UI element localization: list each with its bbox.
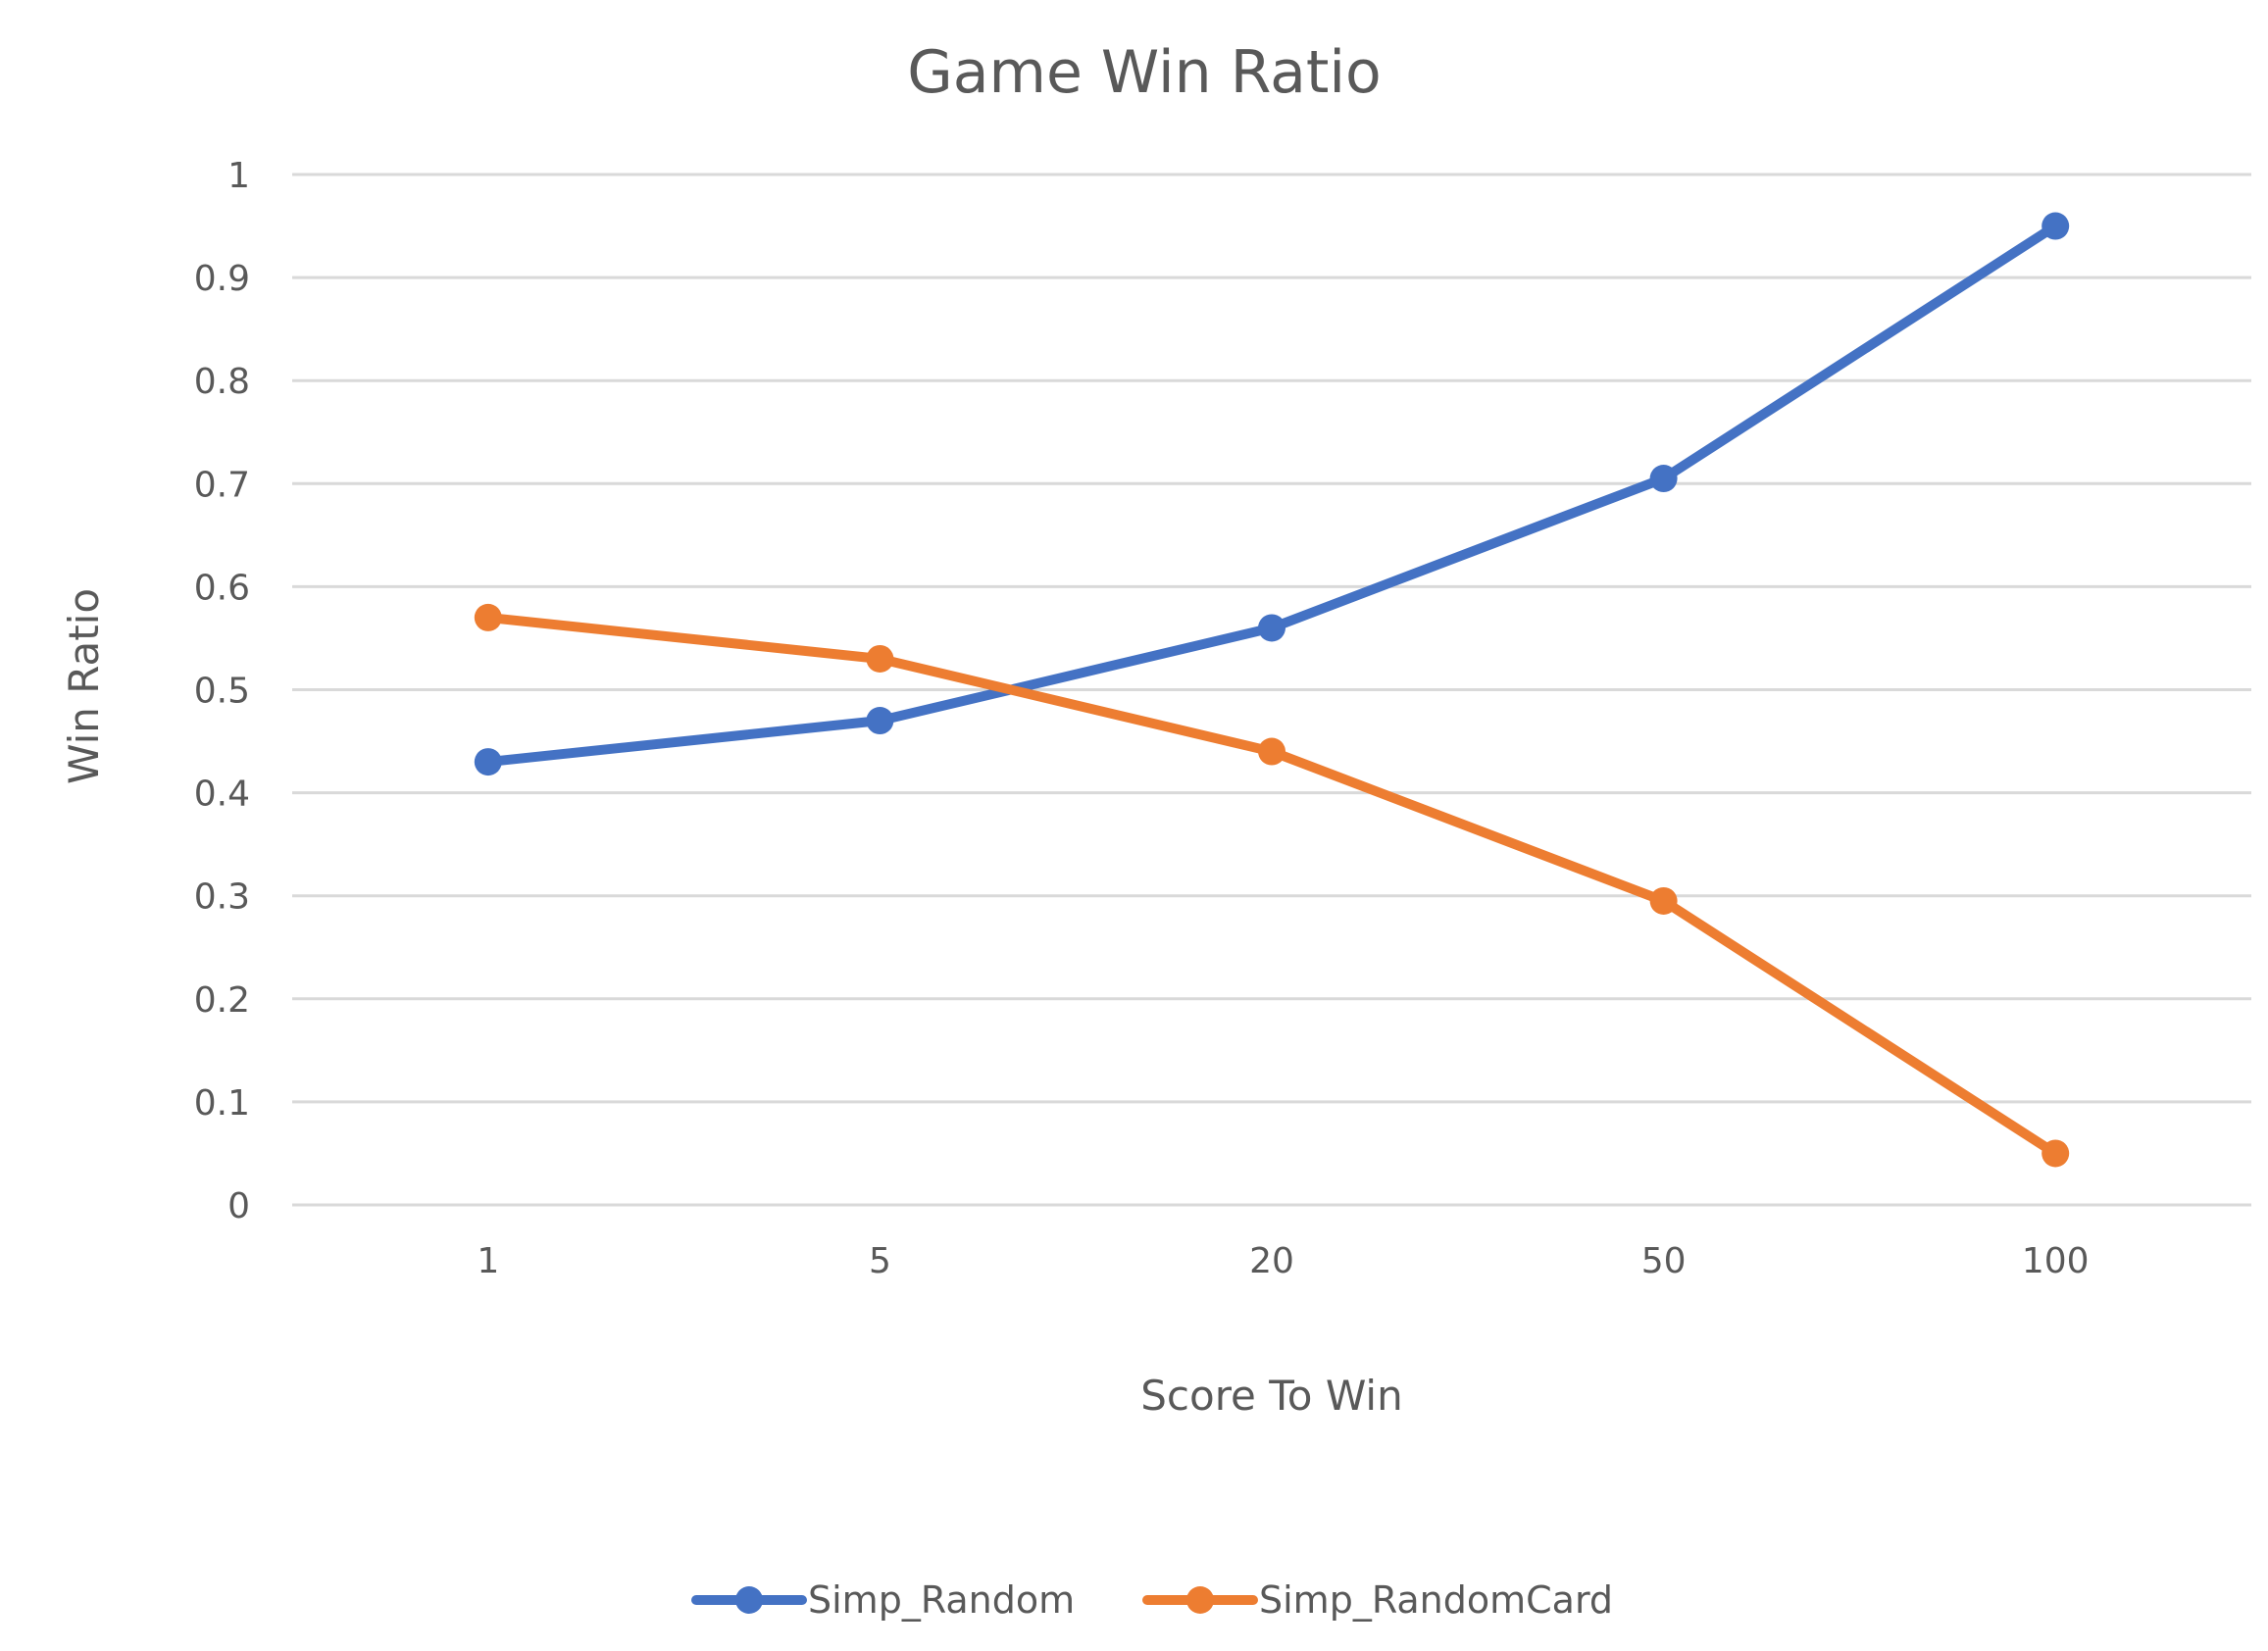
- data-point: [2041, 212, 2070, 240]
- series-lines: [474, 212, 2070, 1168]
- x-tick-label: 50: [1641, 1241, 1687, 1281]
- y-axis-title: Win Ratio: [60, 588, 108, 784]
- y-tick-label: 0.9: [194, 259, 250, 299]
- y-tick-label: 0.4: [194, 775, 250, 815]
- y-axis-ticks: 0 0.1 0.2 0.3 0.4 0.5 0.6 0.7 0.8 0.9 1: [194, 156, 250, 1226]
- gridlines: [292, 173, 2251, 1207]
- legend-label: Simp_RandomCard: [1259, 1578, 1613, 1622]
- y-tick-label: 0.5: [194, 672, 250, 712]
- data-point: [1649, 465, 1678, 493]
- data-point: [1258, 614, 1285, 642]
- x-tick-label: 100: [2022, 1241, 2090, 1281]
- y-tick-label: 0.7: [194, 465, 250, 505]
- x-axis-ticks: 1 5 20 50 100: [477, 1241, 2089, 1281]
- series-line: [482, 221, 2061, 768]
- x-axis-title: Score To Win: [1140, 1372, 1402, 1420]
- legend: Simp_Random Simp_RandomCard: [691, 1578, 1613, 1622]
- data-point: [474, 603, 502, 631]
- y-tick-label: 0.1: [194, 1083, 250, 1124]
- x-tick-label: 1: [477, 1241, 499, 1281]
- series-1: [474, 212, 2070, 776]
- data-point: [1258, 737, 1285, 766]
- legend-item: Simp_Random: [691, 1578, 1075, 1622]
- legend-swatch-marker: [1186, 1586, 1214, 1614]
- y-tick-label: 0: [227, 1186, 250, 1226]
- y-tick-label: 0.8: [194, 362, 250, 402]
- y-tick-label: 0.3: [194, 877, 250, 918]
- data-point: [474, 748, 502, 776]
- data-point: [866, 644, 894, 673]
- y-tick-label: 1: [227, 156, 250, 196]
- x-tick-label: 5: [869, 1241, 891, 1281]
- legend-label: Simp_Random: [808, 1578, 1075, 1622]
- legend-item: Simp_RandomCard: [1142, 1578, 1613, 1622]
- chart-title: Game Win Ratio: [907, 38, 1382, 107]
- series-2: [474, 603, 2070, 1168]
- data-point: [1649, 886, 1678, 915]
- data-point: [2041, 1139, 2070, 1168]
- series-line: [482, 612, 2061, 1159]
- x-tick-label: 20: [1249, 1241, 1294, 1281]
- y-tick-label: 0.6: [194, 568, 250, 608]
- y-tick-label: 0.2: [194, 980, 250, 1021]
- legend-swatch-marker: [735, 1586, 763, 1614]
- data-point: [866, 707, 894, 735]
